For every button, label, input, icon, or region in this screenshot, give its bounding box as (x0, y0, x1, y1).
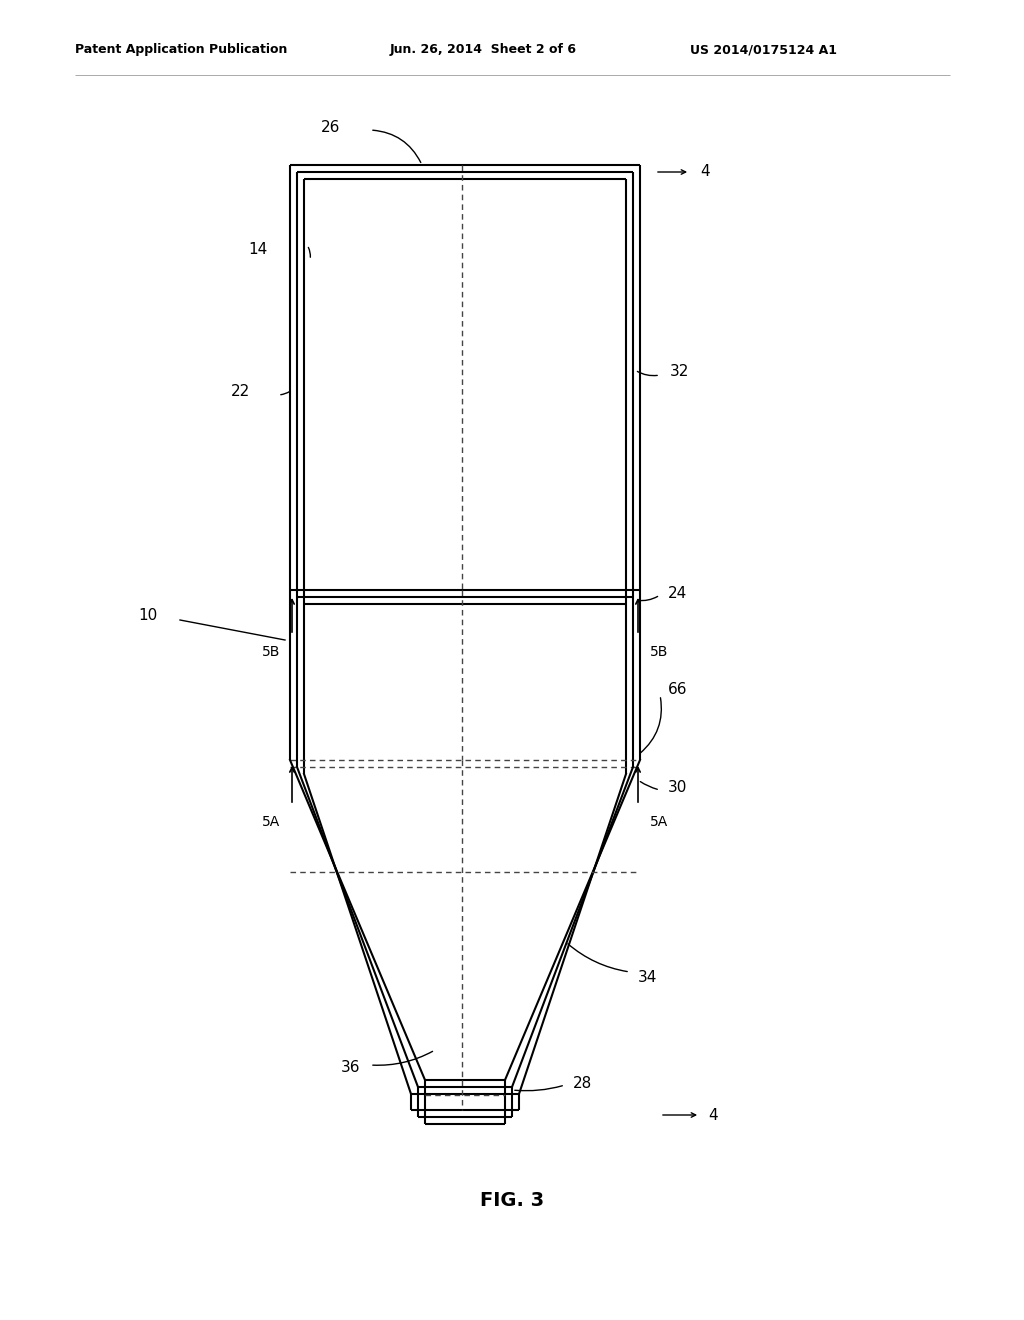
Text: 22: 22 (230, 384, 250, 400)
Text: 14: 14 (249, 243, 268, 257)
Text: 5A: 5A (262, 814, 280, 829)
Text: 5B: 5B (650, 645, 669, 659)
Text: Patent Application Publication: Patent Application Publication (75, 44, 288, 57)
Text: 4: 4 (708, 1107, 718, 1122)
Text: 5A: 5A (650, 814, 669, 829)
Text: 36: 36 (341, 1060, 360, 1076)
Text: 26: 26 (321, 120, 340, 136)
Text: Jun. 26, 2014  Sheet 2 of 6: Jun. 26, 2014 Sheet 2 of 6 (390, 44, 577, 57)
Text: 34: 34 (638, 969, 657, 985)
Text: US 2014/0175124 A1: US 2014/0175124 A1 (690, 44, 837, 57)
Text: 28: 28 (573, 1076, 592, 1090)
Text: 24: 24 (668, 586, 687, 601)
Text: 4: 4 (700, 165, 710, 180)
Text: 32: 32 (670, 364, 689, 380)
Text: 30: 30 (668, 780, 687, 796)
Text: 10: 10 (138, 607, 158, 623)
Text: FIG. 3: FIG. 3 (480, 1191, 544, 1209)
Text: 66: 66 (668, 682, 687, 697)
Text: 5B: 5B (261, 645, 280, 659)
